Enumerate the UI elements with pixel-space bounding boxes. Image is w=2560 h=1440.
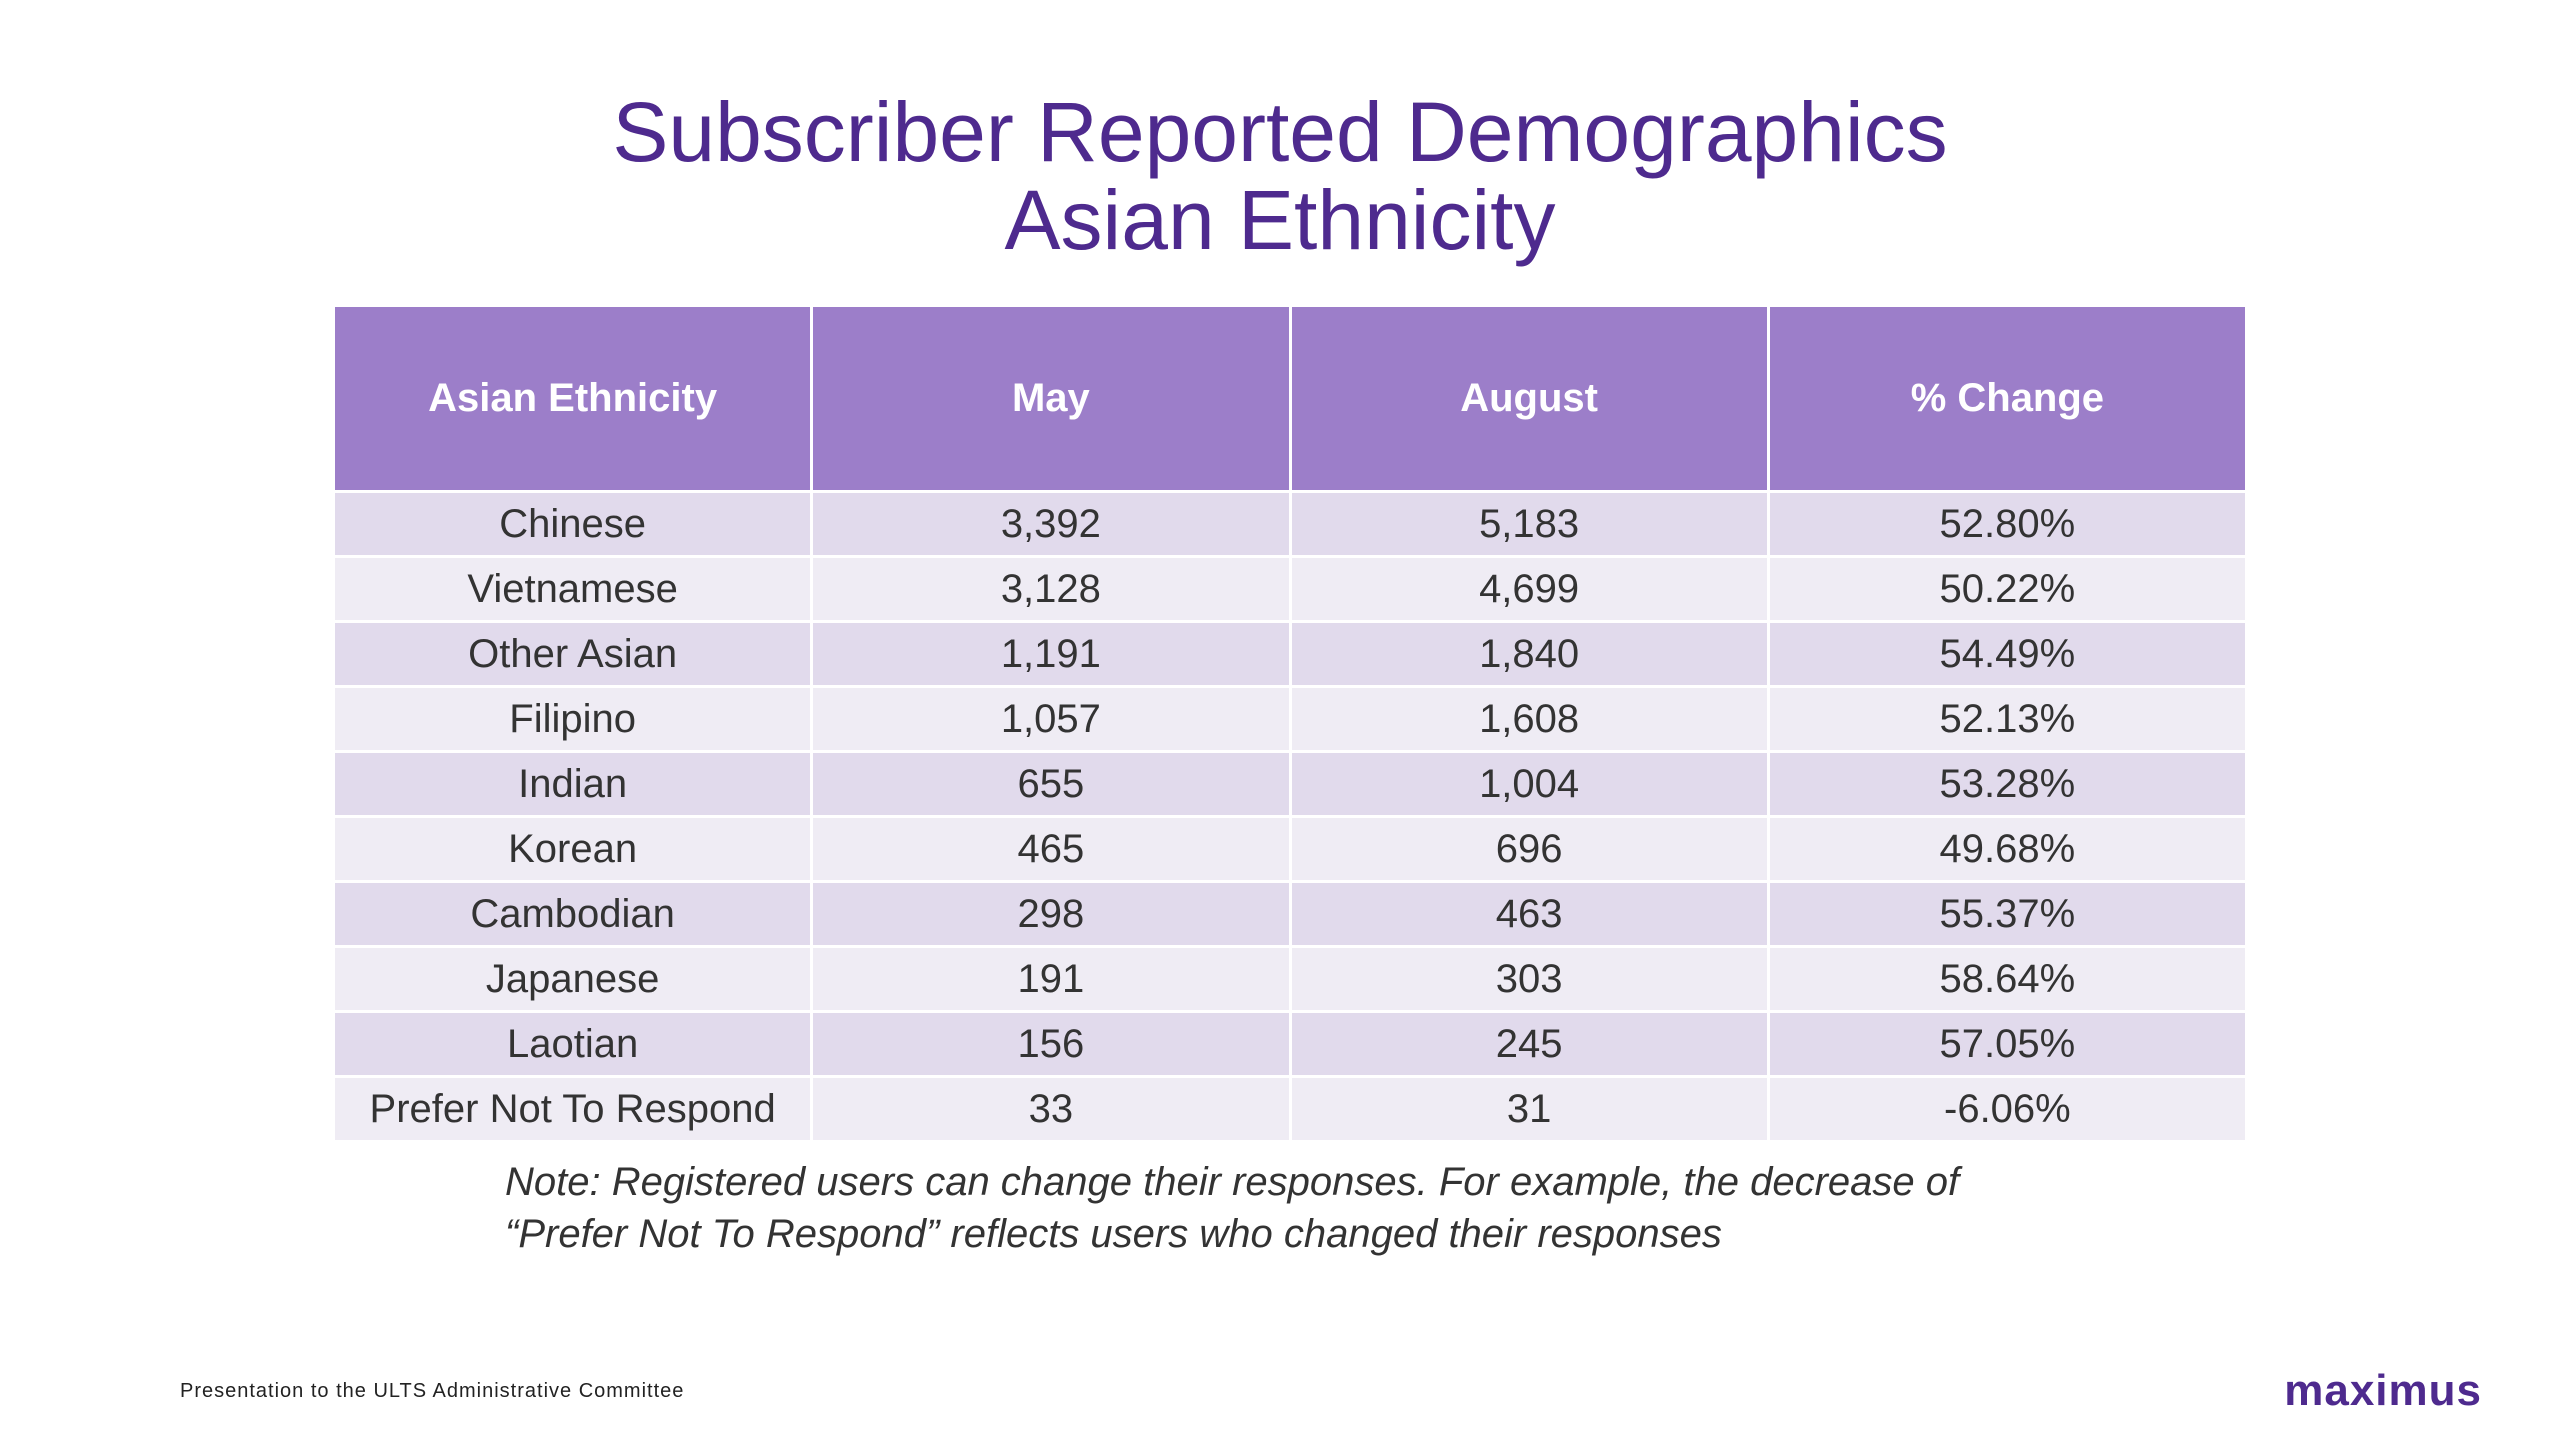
table-header-row: Asian Ethnicity May August % Change	[335, 307, 2245, 490]
cell-may: 156	[813, 1013, 1289, 1075]
slide-title: Subscriber Reported Demographics Asian E…	[0, 88, 2560, 264]
header-ethnicity: Asian Ethnicity	[335, 307, 811, 490]
header-change: % Change	[1769, 307, 2245, 490]
cell-august: 1,840	[1291, 623, 1767, 685]
table-row: Japanese 191 303 58.64%	[335, 948, 2245, 1010]
cell-ethnicity: Filipino	[335, 688, 811, 750]
cell-may: 298	[813, 883, 1289, 945]
header-may: May	[813, 307, 1289, 490]
footer-caption: Presentation to the ULTS Administrative …	[180, 1380, 685, 1402]
cell-ethnicity: Chinese	[335, 493, 811, 555]
cell-may: 3,128	[813, 558, 1289, 620]
cell-august: 4,699	[1291, 558, 1767, 620]
cell-may: 33	[813, 1078, 1289, 1140]
cell-change: 50.22%	[1769, 558, 2245, 620]
cell-august: 303	[1291, 948, 1767, 1010]
cell-change: 54.49%	[1769, 623, 2245, 685]
cell-august: 1,608	[1291, 688, 1767, 750]
table-row: Filipino 1,057 1,608 52.13%	[335, 688, 2245, 750]
cell-may: 3,392	[813, 493, 1289, 555]
table-row: Chinese 3,392 5,183 52.80%	[335, 493, 2245, 555]
cell-may: 655	[813, 753, 1289, 815]
cell-change: 55.37%	[1769, 883, 2245, 945]
table-note: Note: Registered users can change their …	[505, 1156, 2205, 1260]
cell-august: 696	[1291, 818, 1767, 880]
cell-may: 1,191	[813, 623, 1289, 685]
table-row: Prefer Not To Respond 33 31 -6.06%	[335, 1078, 2245, 1140]
note-line-1: Note: Registered users can change their …	[505, 1160, 1960, 1204]
cell-august: 245	[1291, 1013, 1767, 1075]
table-row: Vietnamese 3,128 4,699 50.22%	[335, 558, 2245, 620]
cell-ethnicity: Other Asian	[335, 623, 811, 685]
cell-august: 5,183	[1291, 493, 1767, 555]
cell-change: 49.68%	[1769, 818, 2245, 880]
cell-change: 52.80%	[1769, 493, 2245, 555]
table-row: Other Asian 1,191 1,840 54.49%	[335, 623, 2245, 685]
cell-may: 1,057	[813, 688, 1289, 750]
cell-ethnicity: Laotian	[335, 1013, 811, 1075]
cell-change: -6.06%	[1769, 1078, 2245, 1140]
cell-ethnicity: Vietnamese	[335, 558, 811, 620]
cell-change: 52.13%	[1769, 688, 2245, 750]
cell-ethnicity: Japanese	[335, 948, 811, 1010]
cell-ethnicity: Prefer Not To Respond	[335, 1078, 811, 1140]
cell-ethnicity: Indian	[335, 753, 811, 815]
title-line-2: Asian Ethnicity	[1004, 173, 1556, 267]
cell-change: 58.64%	[1769, 948, 2245, 1010]
table-row: Indian 655 1,004 53.28%	[335, 753, 2245, 815]
cell-may: 191	[813, 948, 1289, 1010]
cell-change: 53.28%	[1769, 753, 2245, 815]
cell-may: 465	[813, 818, 1289, 880]
title-line-1: Subscriber Reported Demographics	[612, 85, 1948, 179]
cell-ethnicity: Korean	[335, 818, 811, 880]
cell-change: 57.05%	[1769, 1013, 2245, 1075]
cell-ethnicity: Cambodian	[335, 883, 811, 945]
cell-august: 1,004	[1291, 753, 1767, 815]
maximus-logo: maximus	[2284, 1366, 2482, 1415]
table-row: Laotian 156 245 57.05%	[335, 1013, 2245, 1075]
note-line-2: “Prefer Not To Respond” reflects users w…	[505, 1212, 1722, 1256]
cell-august: 31	[1291, 1078, 1767, 1140]
cell-august: 463	[1291, 883, 1767, 945]
table-row: Cambodian 298 463 55.37%	[335, 883, 2245, 945]
header-august: August	[1291, 307, 1767, 490]
table-row: Korean 465 696 49.68%	[335, 818, 2245, 880]
demographics-table: Asian Ethnicity May August % Change Chin…	[332, 304, 2248, 1143]
